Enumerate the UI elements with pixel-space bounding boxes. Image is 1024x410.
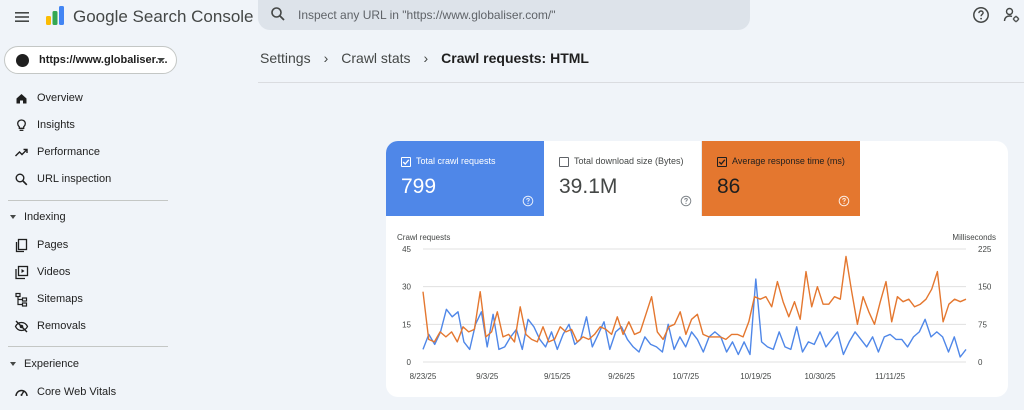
sidebar-item-videos[interactable]: Videos — [0, 260, 180, 286]
breadcrumb-settings[interactable]: Settings — [260, 50, 311, 66]
sidebar-item-label: Core Web Vitals — [37, 386, 117, 398]
sidebar-item-core-web-vitals[interactable]: Core Web Vitals — [0, 380, 180, 406]
right-tick-label: 225 — [978, 245, 992, 254]
checkbox-checked-icon[interactable] — [717, 157, 727, 167]
caret-down-icon — [10, 362, 16, 366]
x-tick-label: 9/15/25 — [544, 372, 571, 381]
metric-value: 86 — [717, 175, 741, 198]
help-icon[interactable] — [680, 195, 692, 207]
left-tick-label: 0 — [407, 358, 412, 367]
lightbulb-icon — [17, 119, 26, 131]
sidebar-item-performance[interactable]: Performance — [0, 140, 180, 166]
sidebar-item-url-inspection[interactable]: URL inspection — [0, 167, 180, 193]
metric-value: 799 — [401, 175, 437, 198]
help-icon[interactable] — [838, 195, 850, 207]
metric-label: Average response time (ms) — [732, 156, 845, 166]
sitemap-icon — [15, 292, 28, 307]
property-selector[interactable]: https://www.globaliser.... — [4, 46, 177, 74]
sidebar-item-label: Performance — [37, 146, 100, 158]
x-tick-label: 9/26/25 — [608, 372, 635, 381]
right-tick-label: 0 — [978, 358, 983, 367]
left-tick-label: 45 — [402, 245, 411, 254]
x-tick-label: 10/30/25 — [804, 372, 836, 381]
checkbox-unchecked-icon[interactable] — [559, 157, 569, 167]
speedometer-icon — [15, 389, 28, 397]
left-tick-label: 30 — [402, 283, 411, 292]
left-tick-label: 15 — [402, 320, 411, 329]
left-axis-title: Crawl requests — [397, 233, 450, 242]
search-icon — [15, 173, 28, 186]
metric-label: Total crawl requests — [416, 156, 496, 166]
sidebar-item-label: Insights — [37, 119, 75, 131]
sidebar-divider — [8, 200, 168, 201]
pages-icon — [15, 238, 28, 253]
x-tick-label: 9/3/25 — [476, 372, 499, 381]
sidebar-item-label: Sitemaps — [37, 293, 83, 305]
caret-down-icon — [10, 215, 16, 219]
series-line-milliseconds — [422, 255, 967, 343]
metric-label: Total download size (Bytes) — [574, 156, 684, 166]
sidebar-divider — [8, 346, 168, 347]
search-icon — [271, 7, 285, 21]
checkbox-checked-icon[interactable] — [401, 157, 411, 167]
x-tick-label: 11/11/25 — [875, 372, 906, 381]
url-inspection-search[interactable] — [258, 0, 750, 30]
chevron-right-icon: › — [423, 50, 429, 66]
page-title: Crawl requests: HTML — [441, 50, 589, 66]
menu-icon[interactable] — [12, 7, 32, 27]
sidebar-item-label: Pages — [37, 239, 69, 251]
chevron-right-icon: › — [323, 50, 329, 66]
right-tick-label: 150 — [978, 283, 992, 292]
sidebar-item-pages[interactable]: Pages — [0, 233, 180, 259]
property-icon — [16, 54, 29, 67]
chevron-down-icon — [157, 58, 165, 62]
breadcrumb-crawl-stats[interactable]: Crawl stats — [341, 50, 411, 66]
section-label: Experience — [24, 358, 80, 370]
crawl-requests-chart: Crawl requests Milliseconds 0 0 15 75 30 150 4… — [397, 233, 996, 381]
sidebar-item-overview[interactable]: Overview — [0, 86, 180, 112]
x-tick-label: 10/7/25 — [672, 372, 699, 381]
help-icon[interactable] — [972, 6, 990, 24]
metric-total-crawl-requests[interactable]: Total crawl requests 799 — [386, 141, 544, 216]
home-icon — [16, 94, 27, 104]
trending-up-icon — [15, 148, 28, 157]
search-input[interactable] — [298, 0, 728, 30]
sidebar-item-label: Removals — [37, 320, 86, 332]
sidebar-item-removals[interactable]: Removals — [0, 314, 180, 340]
metric-total-download-size[interactable]: Total download size (Bytes) 39.1M — [544, 141, 702, 216]
sidebar-item-label: URL inspection — [37, 173, 112, 185]
sidebar-item-label: Videos — [37, 266, 71, 278]
x-tick-label: 10/19/25 — [740, 372, 772, 381]
section-label: Indexing — [24, 211, 66, 223]
title-divider — [258, 82, 1024, 83]
section-experience[interactable]: Experience — [0, 354, 180, 376]
sidebar-item-insights[interactable]: Insights — [0, 113, 180, 139]
manage-account-icon[interactable] — [1003, 6, 1021, 24]
right-axis-title: Milliseconds — [952, 233, 996, 242]
sidebar-item-sitemaps[interactable]: Sitemaps — [0, 287, 180, 313]
search-console-logo[interactable] — [44, 5, 66, 27]
breadcrumb: Settings › Crawl stats › Crawl requests:… — [260, 50, 589, 66]
help-icon[interactable] — [522, 195, 534, 207]
metric-average-response-time[interactable]: Average response time (ms) 86 — [702, 141, 860, 216]
section-indexing[interactable]: Indexing — [0, 207, 180, 229]
metric-value: 39.1M — [559, 175, 618, 198]
visibility-off-icon — [14, 320, 29, 333]
right-tick-label: 75 — [978, 320, 987, 329]
app-title: Google Search Console — [73, 7, 254, 26]
series-line-crawl-requests — [422, 278, 967, 358]
property-url: https://www.globaliser.... — [39, 54, 168, 66]
sidebar-item-label: Overview — [37, 92, 83, 104]
x-tick-label: 8/23/25 — [410, 372, 437, 381]
video-icon — [15, 265, 29, 280]
crawl-requests-card: Total crawl requests 799 Total download … — [386, 141, 1008, 397]
